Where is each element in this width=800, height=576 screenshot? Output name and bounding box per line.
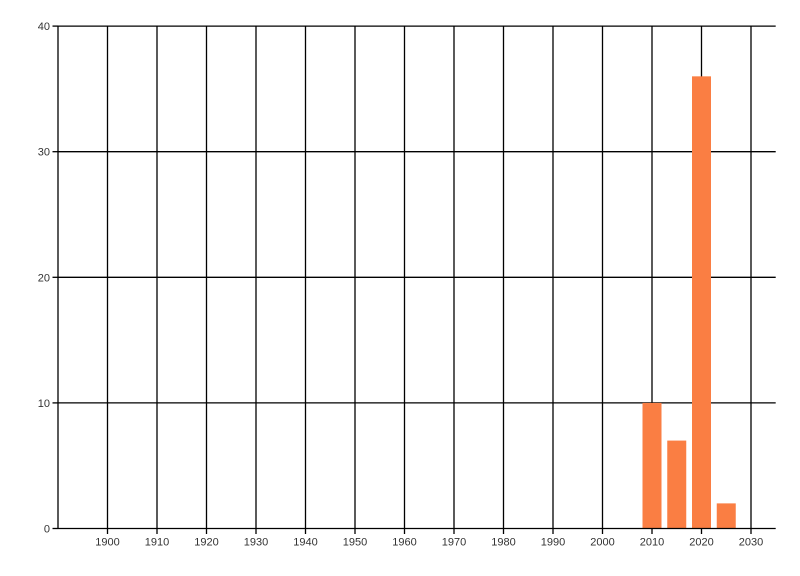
svg-text:1980: 1980 [491,537,515,549]
svg-text:1940: 1940 [293,537,317,549]
svg-text:1900: 1900 [95,537,119,549]
svg-text:1950: 1950 [343,537,367,549]
svg-text:10: 10 [38,398,50,410]
svg-text:2020: 2020 [689,537,713,549]
svg-text:2010: 2010 [640,537,664,549]
svg-text:2030: 2030 [739,537,763,549]
svg-text:1910: 1910 [145,537,169,549]
svg-text:1930: 1930 [244,537,268,549]
svg-text:1960: 1960 [392,537,416,549]
svg-text:30: 30 [38,147,50,159]
svg-text:0: 0 [44,524,50,536]
svg-text:20: 20 [38,272,50,284]
svg-text:1990: 1990 [541,537,565,549]
svg-text:1970: 1970 [442,537,466,549]
svg-text:1920: 1920 [194,537,218,549]
svg-text:40: 40 [38,21,50,33]
svg-text:2000: 2000 [590,537,614,549]
